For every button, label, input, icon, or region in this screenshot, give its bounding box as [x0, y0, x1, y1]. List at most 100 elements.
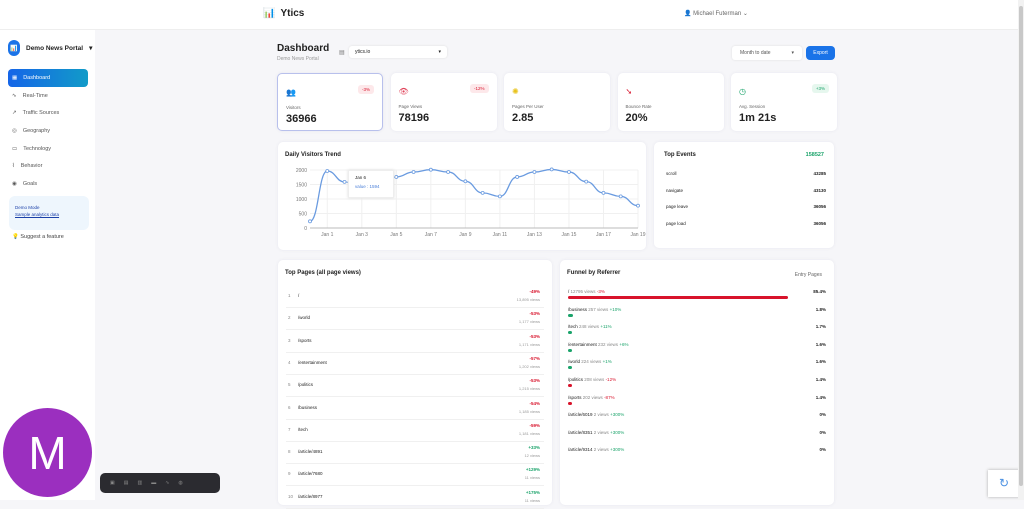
data-point: [342, 179, 347, 184]
top-page-row[interactable]: 2 /world -53% 1,177 views: [286, 308, 544, 331]
portal-switcher[interactable]: 📊 Demo News Portal ▾: [8, 40, 92, 56]
brand-logo[interactable]: 📊 Ytics: [263, 8, 304, 19]
site-select[interactable]: ytics.io ▾: [349, 46, 447, 58]
top-page-row[interactable]: 10 /article/8977 +175% 11 views: [286, 487, 544, 509]
page-views: 1,185 views: [518, 408, 540, 414]
kpi-card-visitors[interactable]: 👥 -3% Visitors 36966: [277, 73, 383, 131]
funnel-pct: 0%: [819, 447, 826, 453]
wave-icon[interactable]: ∿: [165, 480, 170, 486]
funnel-bar: [568, 331, 573, 335]
grid-icon[interactable]: ▥: [137, 480, 143, 486]
suggest-feature-link[interactable]: 💡 Suggest a feature: [12, 234, 64, 240]
data-point: [394, 175, 399, 179]
kpi-card-page-views[interactable]: 👁 -12% Page Views 78196: [390, 73, 497, 131]
kpi-label: Pages Per User: [512, 104, 544, 109]
export-button[interactable]: Export: [806, 46, 835, 60]
funnel-row[interactable]: /tech 248 views +11% 1.7%: [568, 324, 826, 339]
event-row: page load 36056: [666, 221, 826, 226]
sidebar-item-real-time[interactable]: ∿ Real-Time: [8, 87, 88, 105]
top-page-row[interactable]: 3 /sports -53% 1,171 views: [286, 331, 544, 353]
avatar[interactable]: M: [3, 408, 92, 497]
chart-tooltip: Jan 6 value : 1594: [348, 170, 394, 198]
sidebar-item-dashboard[interactable]: ▦ Dashboard: [8, 69, 88, 87]
sidebar-item-behavior[interactable]: ⌇ Behavior: [8, 157, 88, 175]
kpi-card-avg-session[interactable]: ◷ +3% Avg. Session 1m 21s: [731, 73, 837, 131]
top-page-row[interactable]: 9 /article/7680 +129% 11 views: [286, 464, 544, 487]
funnel-change: +300%: [610, 412, 625, 418]
data-point: [308, 219, 312, 224]
funnel-path: /business: [568, 306, 588, 312]
page-rank: 1: [288, 293, 291, 298]
funnel-views: 248 views: [579, 324, 600, 330]
data-point: [446, 170, 451, 174]
data-point: [549, 167, 554, 172]
event-name: scroll: [666, 171, 677, 176]
funnel-pct: 0%: [819, 429, 826, 435]
recaptcha-badge[interactable]: ↻: [988, 470, 1020, 497]
page-path: /: [298, 293, 300, 298]
funnel-row[interactable]: /politics 208 views -12% 1.4%: [568, 377, 826, 392]
portal-logo-icon: 📊: [8, 40, 20, 56]
funnel-change: +10%: [609, 306, 622, 312]
top-page-row[interactable]: 7 /tech -59% 1,181 views: [286, 420, 544, 442]
site-value: ytics.io: [355, 49, 371, 55]
funnel-views: 224 views: [581, 359, 602, 365]
page-views: 11 views: [524, 475, 540, 481]
behavior-icon: ⌇: [12, 163, 15, 170]
funnel-change: +11%: [600, 324, 612, 330]
page-path: /article/8977: [298, 493, 323, 499]
page-rank: 7: [288, 426, 291, 432]
kpi-card-bounce-rate[interactable]: ➘ Bounce Rate 20%: [617, 73, 724, 131]
mic-icon[interactable]: ◍: [178, 480, 183, 486]
event-row: navigate 43130: [666, 188, 826, 193]
top-page-row[interactable]: 1 / -49% 13,895 views: [286, 286, 544, 308]
top-page-row[interactable]: 6 /business -54% 1,185 views: [286, 398, 544, 420]
funnel-row[interactable]: /article/8351 2 views +300% 0%: [568, 430, 826, 445]
visitors-icon: 👥: [286, 88, 296, 97]
funnel-change: +6%: [619, 341, 629, 347]
funnel-row[interactable]: /world 224 views +1% 1.6%: [568, 359, 826, 374]
funnel-row[interactable]: /article/6019 2 views +300% 0%: [568, 412, 826, 427]
kpi-card-pages-per-user[interactable]: ✺ Pages Per User 2.85: [504, 73, 610, 131]
date-range-select[interactable]: Month to date ▾: [732, 46, 802, 60]
top-page-row[interactable]: 4 /entertainment -57% 1,202 views: [286, 353, 544, 375]
visitors-line-chart[interactable]: 0 500 1000 1500 2000 Jan 1 Jan 3 Jan 5 Jan 7 Jan …: [278, 142, 646, 250]
funnel-row[interactable]: / 12795 views -3% 85.4%: [568, 289, 826, 304]
x-tick-label: Jan 17: [596, 232, 611, 238]
brand-name: Ytics: [280, 8, 305, 19]
funnel-row[interactable]: /article/9314 2 views +300% 0%: [568, 447, 826, 462]
kpi-label: Avg. Session: [739, 104, 766, 109]
sidebar-item-geography[interactable]: ◎ Geography: [8, 122, 88, 140]
funnel-change: -12%: [605, 377, 617, 382]
traffic-sources-icon: ↗: [12, 110, 17, 117]
funnel-row[interactable]: /business 257 views +10% 1.8%: [568, 307, 826, 322]
event-count: 36056: [813, 220, 826, 226]
funnel-pct: 1.8%: [815, 306, 826, 312]
y-tick-label: 1500: [296, 183, 307, 189]
record-icon[interactable]: ▬: [151, 480, 157, 486]
scrollbar-thumb[interactable]: [1019, 6, 1023, 486]
funnel-row[interactable]: /sports 202 views -87% 1.4%: [568, 395, 826, 410]
funnel-change: +300%: [610, 429, 625, 435]
top-page-row[interactable]: 8 /article/4891 +33% 12 views: [286, 442, 544, 465]
scrollbar[interactable]: [1018, 0, 1024, 500]
entry-pages-tab[interactable]: Entry Pages: [794, 272, 822, 278]
square-icon[interactable]: ▣: [110, 480, 115, 486]
change-badge: -12%: [469, 84, 489, 93]
funnel-row[interactable]: /entertainment 232 views +6% 1.6%: [568, 342, 826, 357]
page-change: +33%: [528, 445, 540, 451]
demo-text[interactable]: Sample analytics data: [15, 212, 60, 217]
page-path: /tech: [298, 426, 308, 432]
user-menu[interactable]: 👤 Michael Futerman ⌄: [684, 10, 748, 17]
sidebar-item-technology[interactable]: ▭ Technology: [8, 140, 88, 158]
page-change: +175%: [525, 489, 540, 495]
sidebar-item-goals[interactable]: ◉ Goals: [8, 175, 88, 193]
top-page-row[interactable]: 5 /politics -53% 1,215 views: [286, 375, 544, 398]
funnel-pct: 0%: [819, 412, 826, 418]
bar-chart-icon: 📊: [263, 8, 276, 19]
data-point: [480, 191, 485, 195]
funnel-change: +300%: [610, 447, 625, 453]
sidebar-item-traffic-sources[interactable]: ↗ Traffic Sources: [8, 104, 88, 122]
kpi-value: 2.85: [512, 112, 534, 124]
camera-icon[interactable]: ▤: [123, 480, 129, 486]
